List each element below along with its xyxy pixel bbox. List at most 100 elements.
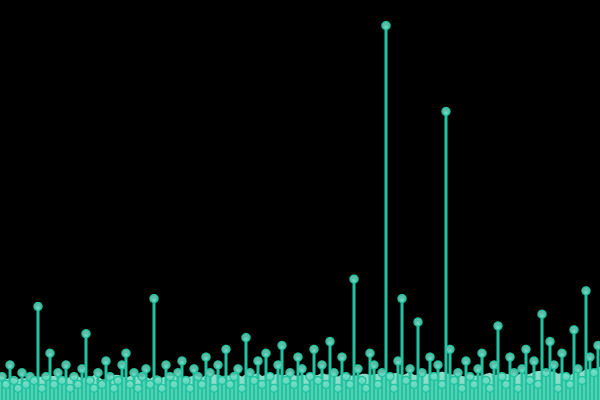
- data-point-marker: [161, 360, 171, 370]
- data-point-marker: [201, 352, 211, 362]
- data-point-marker: [101, 356, 111, 366]
- data-point-marker: [233, 364, 243, 374]
- data-point-marker: [97, 379, 107, 390]
- data-point-marker: [593, 340, 600, 351]
- data-point-marker: [229, 371, 239, 382]
- data-point-marker: [137, 371, 147, 382]
- data-point-marker: [573, 364, 583, 374]
- data-point-marker: [545, 336, 555, 347]
- data-point-marker: [261, 348, 271, 358]
- data-point-marker: [585, 352, 595, 362]
- data-point-marker: [13, 383, 23, 393]
- data-point-marker: [93, 368, 103, 378]
- data-point-marker: [457, 383, 467, 393]
- data-point-marker: [117, 360, 127, 370]
- data-point-marker: [217, 375, 227, 386]
- data-point-marker: [105, 371, 115, 382]
- data-point-marker: [513, 383, 523, 393]
- data-point-marker: [569, 325, 579, 335]
- data-point-marker: [565, 379, 575, 390]
- data-point-marker: [41, 371, 51, 382]
- data-point-marker: [89, 383, 99, 393]
- data-point-marker: [313, 375, 323, 386]
- data-point-marker: [245, 368, 255, 378]
- data-point-marker: [425, 352, 435, 362]
- data-point-marker: [269, 383, 279, 393]
- data-point-marker: [381, 20, 391, 31]
- data-point-marker: [389, 383, 399, 393]
- data-point-marker: [489, 360, 499, 370]
- data-point-marker: [289, 379, 299, 390]
- data-point-marker: [125, 379, 135, 390]
- data-point-marker: [533, 379, 543, 390]
- data-point-marker: [69, 371, 79, 382]
- data-point-marker: [189, 364, 199, 374]
- data-point-marker: [0, 371, 7, 382]
- data-point-marker: [421, 383, 431, 393]
- data-point-marker: [557, 348, 567, 358]
- data-point-marker: [153, 375, 163, 386]
- data-point-marker: [353, 364, 363, 374]
- data-point-marker: [481, 375, 491, 386]
- data-point-marker: [141, 364, 151, 374]
- data-point-marker: [49, 379, 59, 390]
- data-point-marker: [77, 364, 87, 374]
- data-point-marker: [501, 379, 511, 390]
- data-point-marker: [417, 368, 427, 378]
- data-point-marker: [281, 375, 291, 386]
- data-point-marker: [357, 375, 367, 386]
- data-point-marker: [197, 379, 207, 390]
- data-point-marker: [433, 360, 443, 370]
- data-point-marker: [341, 371, 351, 382]
- data-point-marker: [165, 371, 175, 382]
- data-point-marker: [325, 336, 335, 347]
- data-point-marker: [1, 379, 11, 390]
- data-point-marker: [441, 106, 451, 117]
- data-point-marker: [185, 383, 195, 393]
- data-point-marker: [145, 379, 155, 390]
- data-point-marker: [369, 360, 379, 370]
- data-point-marker: [21, 379, 31, 390]
- data-point-marker: [5, 360, 15, 370]
- data-point-marker: [581, 286, 591, 296]
- data-point-marker: [589, 368, 599, 378]
- data-point-marker: [537, 309, 547, 319]
- data-point-marker: [529, 356, 539, 366]
- data-point-marker: [305, 371, 315, 382]
- data-point-marker: [53, 368, 63, 378]
- data-point-marker: [505, 352, 515, 362]
- data-point-marker: [61, 360, 71, 370]
- data-point-marker: [465, 371, 475, 382]
- marker-layer: [0, 20, 600, 393]
- data-point-marker: [317, 360, 327, 370]
- data-point-marker: [385, 371, 395, 382]
- data-point-marker: [57, 375, 67, 386]
- data-point-marker: [413, 317, 423, 327]
- data-point-marker: [553, 383, 563, 393]
- data-point-marker: [213, 360, 223, 370]
- data-point-marker: [453, 368, 463, 378]
- data-point-marker: [149, 293, 159, 304]
- data-point-marker: [221, 344, 231, 354]
- data-point-marker: [329, 368, 339, 378]
- data-point-marker: [133, 383, 143, 393]
- data-point-marker: [253, 356, 263, 366]
- data-point-marker: [225, 379, 235, 390]
- data-point-marker: [393, 356, 403, 366]
- data-point-marker: [33, 301, 43, 312]
- data-point-marker: [181, 375, 191, 386]
- data-point-marker: [521, 344, 531, 354]
- data-point-marker: [493, 321, 503, 331]
- data-point-marker: [193, 371, 203, 382]
- data-point-marker: [205, 368, 215, 378]
- data-point-marker: [525, 375, 535, 386]
- data-point-marker: [333, 383, 343, 393]
- data-point-marker: [301, 383, 311, 393]
- data-point-marker: [397, 293, 407, 304]
- data-point-marker: [541, 368, 551, 378]
- data-point-marker: [241, 332, 251, 343]
- data-point-marker: [377, 368, 387, 378]
